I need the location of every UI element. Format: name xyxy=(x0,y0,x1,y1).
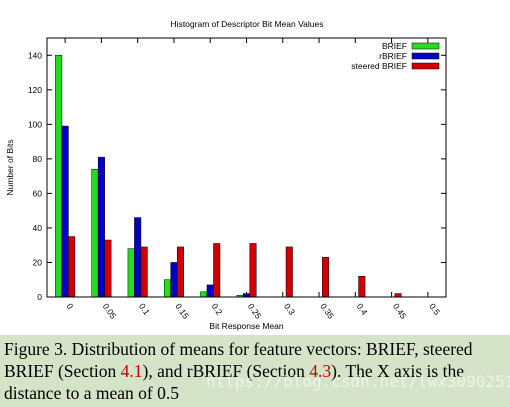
bar-rbrief xyxy=(134,217,142,298)
caption-line-3: distance to a mean of 0.5 xyxy=(4,383,179,403)
bar-brief xyxy=(91,168,99,298)
bar-steered-brief xyxy=(176,246,184,298)
caption-line-1: Figure 3. Distribution of means for feat… xyxy=(4,339,473,359)
legend-swatch xyxy=(411,52,440,60)
bar-steered-brief xyxy=(213,243,221,298)
chart-title: Histogram of Descriptor Bit Mean Values xyxy=(171,19,324,29)
bar-steered-brief xyxy=(394,293,402,298)
caption-line-2: BRIEF (Section 4.1), and rBRIEF (Section… xyxy=(4,360,508,382)
y-tick-label: 40 xyxy=(33,223,43,233)
y-tick-label: 120 xyxy=(28,85,42,95)
histogram-chart: Histogram of Descriptor Bit Mean Values … xyxy=(0,0,510,335)
y-axis-label: Number of Bits xyxy=(5,139,15,195)
bar-steered-brief xyxy=(285,246,293,298)
section-link-4-3[interactable]: 4.3 xyxy=(309,361,332,381)
legend-swatch xyxy=(411,42,440,50)
bar-brief xyxy=(55,55,63,298)
y-tick-label: 80 xyxy=(33,154,43,164)
y-tick-label: 0 xyxy=(37,292,42,302)
x-axis-label: Bit Response Mean xyxy=(209,321,283,331)
bar-brief xyxy=(200,291,208,298)
watermark: https://blog.csdn.net/lwx309025167 xyxy=(206,372,510,391)
bar-brief xyxy=(163,279,171,298)
bar-rbrief xyxy=(61,125,69,298)
bar-steered-brief xyxy=(140,246,148,298)
bar-brief xyxy=(127,248,135,298)
y-tick-label: 60 xyxy=(33,188,43,198)
section-link-4-1[interactable]: 4.1 xyxy=(120,361,143,381)
y-tick-label: 20 xyxy=(33,257,43,267)
bar-steered-brief xyxy=(104,239,112,298)
bar-steered-brief xyxy=(322,257,330,298)
y-tick-label: 140 xyxy=(28,50,42,60)
bar-rbrief xyxy=(170,262,178,298)
bar-rbrief xyxy=(206,284,214,298)
bar-steered-brief xyxy=(68,236,76,298)
bar-rbrief xyxy=(243,293,250,298)
legend-label: steered BRIEF xyxy=(351,61,407,71)
plot-frame xyxy=(46,37,447,298)
bar-steered-brief xyxy=(249,243,257,298)
y-tick-label: 100 xyxy=(28,119,42,129)
x-tick-label: 0 xyxy=(64,301,75,311)
legend-swatch xyxy=(411,62,440,70)
bar-rbrief xyxy=(97,156,105,298)
caption-text: BRIEF (Section xyxy=(4,361,121,381)
legend-label: rBRIEF xyxy=(379,51,407,61)
bar-steered-brief xyxy=(358,276,366,298)
caption-text: ). The X axis is the xyxy=(331,361,464,381)
legend-label: BRIEF xyxy=(382,41,407,51)
caption-text: ), and rBRIEF (Section xyxy=(142,361,310,381)
figure-caption: Figure 3. Distribution of means for feat… xyxy=(4,338,508,404)
